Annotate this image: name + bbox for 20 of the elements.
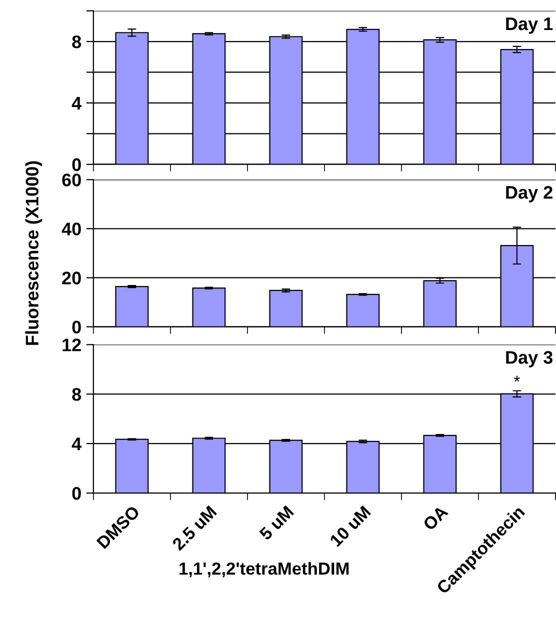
chart-title: Day 2 [506,186,552,202]
y-tick-label: 0 [72,320,81,334]
y-tick-label: 4 [72,97,82,110]
annotation: * [514,376,520,382]
y-tick-label: 12 [62,338,81,352]
y-tick-label: 0 [72,158,81,172]
x-tick-label: 5 uM [258,505,294,541]
chart-title: Day 3 [506,351,552,368]
x-axis-title: 1,1',2,2'tetraMethDIM [180,562,349,578]
y-tick-label: 60 [62,174,81,186]
y-tick-label: 20 [62,272,81,284]
y-tick-label: 8 [72,388,82,401]
x-tick-label: 2.5 uM [171,505,218,551]
chart-title: Day 1 [506,18,553,34]
y-tick-label: 4 [72,438,82,450]
y-axis-title: Fluorescence (X1000) [25,161,42,345]
y-tick-label: 8 [72,35,82,48]
y-tick-label: 40 [62,222,81,236]
x-tick-label: 10 uM [329,505,372,548]
y-tick-label: 0 [72,486,81,500]
